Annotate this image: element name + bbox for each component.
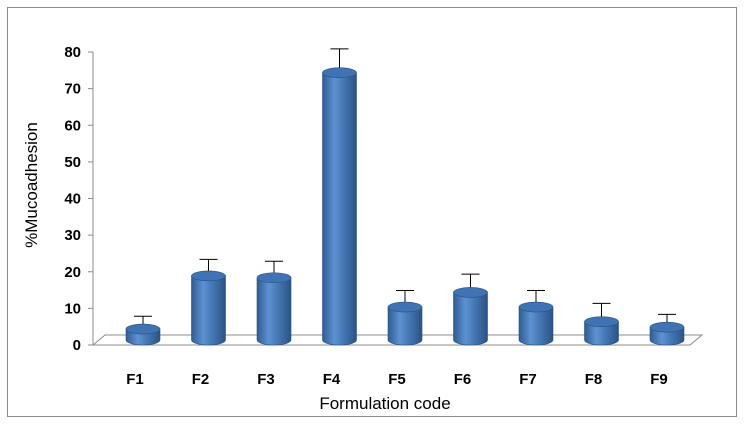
x-tick-label: F7 [519, 371, 537, 388]
y-tick-label: 70 [64, 81, 81, 98]
y-tick-label: 20 [64, 264, 81, 281]
y-tick-label: 30 [64, 227, 81, 244]
bar-f5 [387, 306, 423, 346]
x-tick-label: F5 [388, 371, 406, 388]
bar-top-f3 [256, 272, 292, 284]
y-axis-title: %Mucoadhesion [22, 122, 41, 248]
y-tick-label: 10 [64, 300, 81, 317]
bar-top-f2 [191, 270, 226, 282]
x-tick-label: F3 [257, 371, 275, 388]
x-axis-title: Formulation code [319, 394, 450, 413]
x-tick-label: F6 [454, 371, 472, 388]
bar-f6 [453, 292, 488, 346]
x-tick-label: F2 [192, 371, 210, 388]
x-tick-label: F8 [585, 371, 603, 388]
bar-top-f8 [584, 316, 619, 327]
bar-f7 [518, 306, 554, 346]
bar-f4 [322, 72, 357, 346]
y-tick-label: 40 [64, 191, 81, 208]
bar-f2 [191, 275, 226, 346]
bar-top-f1 [125, 323, 161, 335]
bar-top-f7 [518, 301, 554, 313]
y-tick-label: 0 [73, 337, 81, 354]
bar-f3 [256, 277, 292, 346]
y-tick-label: 50 [64, 154, 81, 171]
bar-f8 [584, 321, 619, 346]
x-tick-label: F4 [323, 371, 341, 388]
chart-frame [7, 7, 737, 417]
bar-top-f9 [649, 321, 685, 333]
bar-top-f5 [387, 301, 423, 313]
bar-top-f4 [322, 67, 357, 78]
x-tick-label: F1 [126, 371, 144, 388]
y-tick-label: 80 [64, 44, 81, 61]
bar-top-f6 [453, 287, 488, 298]
x-tick-label: F9 [650, 371, 668, 388]
y-tick-label: 60 [64, 117, 81, 134]
